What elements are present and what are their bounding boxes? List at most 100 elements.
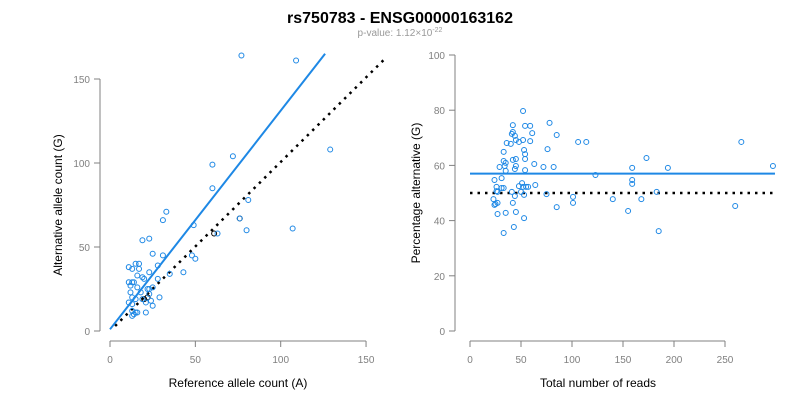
data-point	[130, 311, 137, 318]
data-point	[570, 199, 577, 206]
data-point	[236, 215, 243, 222]
data-point	[653, 188, 660, 195]
chart-subtitle: p-value: 1.12×10-22	[358, 27, 443, 39]
data-point	[129, 294, 136, 301]
data-point	[192, 255, 199, 262]
data-point	[156, 294, 163, 301]
data-point	[529, 130, 536, 137]
data-point	[154, 262, 161, 269]
data-point	[527, 122, 534, 129]
data-point	[531, 161, 538, 168]
y-tick-label: 50	[79, 243, 91, 254]
data-point	[139, 237, 146, 244]
data-point	[132, 309, 139, 316]
y-tick-label: 60	[434, 161, 446, 172]
data-point	[245, 196, 252, 203]
data-point	[521, 146, 528, 153]
data-point	[520, 137, 527, 144]
x-tick-label: 0	[467, 355, 473, 366]
data-point	[521, 191, 528, 198]
data-point	[327, 146, 334, 153]
data-point	[550, 164, 557, 171]
data-point	[503, 140, 510, 147]
data-point	[570, 193, 577, 200]
data-point	[159, 217, 166, 224]
data-point	[214, 230, 221, 237]
data-point	[498, 175, 505, 182]
data-point	[188, 252, 195, 259]
chart-title: rs750783 - ENSG00000163162	[287, 10, 513, 27]
data-point	[629, 164, 636, 171]
data-point	[515, 183, 522, 190]
x-tick-label: 100	[272, 355, 289, 366]
data-point	[540, 164, 547, 171]
data-point	[493, 188, 500, 195]
data-point	[127, 282, 134, 289]
data-point	[494, 199, 501, 206]
data-point	[146, 269, 153, 276]
data-point	[129, 301, 136, 308]
data-point	[522, 156, 529, 163]
data-point	[546, 119, 553, 126]
data-point	[575, 138, 582, 145]
data-point	[163, 208, 170, 215]
x-axis-label: Total number of reads	[540, 376, 656, 390]
data-point	[512, 137, 519, 144]
data-point	[510, 223, 517, 230]
data-point	[491, 177, 498, 184]
data-point	[525, 183, 532, 190]
y-axis-label: Percentage alternative (G)	[409, 123, 423, 264]
data-point	[132, 260, 139, 267]
data-point	[519, 180, 526, 187]
data-point	[509, 156, 516, 163]
x-tick-label: 100	[564, 355, 581, 366]
data-point	[159, 252, 166, 259]
y-tick-label: 20	[434, 272, 446, 283]
data-point	[134, 309, 141, 316]
x-tick-label: 150	[615, 355, 632, 366]
percentage-plot: 0 50 100 150 200 250 0 20 40 60 80 100 Total number …	[409, 51, 776, 390]
data-point	[129, 312, 136, 319]
data-point	[511, 165, 518, 172]
data-point	[500, 148, 507, 155]
data-point	[629, 177, 636, 184]
data-point	[512, 156, 519, 163]
data-point	[125, 264, 132, 271]
data-point	[527, 138, 534, 145]
pvalue-exponent: -22	[432, 27, 442, 34]
data-point	[190, 222, 197, 229]
y-tick-label: 100	[428, 51, 445, 62]
data-point	[494, 210, 501, 217]
data-point	[129, 265, 136, 272]
data-point	[738, 138, 745, 145]
data-point	[509, 122, 516, 129]
data-point	[523, 183, 530, 190]
data-point	[289, 225, 296, 232]
x-tick-label: 250	[717, 355, 734, 366]
x-tick-label: 50	[515, 355, 527, 366]
data-point	[553, 204, 560, 211]
data-point	[629, 180, 636, 187]
data-point	[491, 201, 498, 208]
data-point	[134, 272, 141, 279]
data-point	[500, 185, 507, 192]
data-point	[532, 181, 539, 188]
data-point	[664, 164, 671, 171]
data-point	[655, 228, 662, 235]
data-point	[494, 188, 501, 195]
data-point	[638, 196, 645, 203]
allele-count-plot: 0 50 100 150 0 50 100 150 Reference allele count…	[51, 52, 388, 390]
data-point	[137, 289, 144, 296]
data-point	[147, 297, 154, 304]
data-point	[502, 167, 509, 174]
fit-line	[109, 53, 326, 330]
data-point	[134, 284, 141, 291]
data-point	[501, 162, 508, 169]
y-tick-label: 100	[73, 159, 90, 170]
data-point	[149, 250, 156, 257]
data-point	[146, 235, 153, 242]
data-point	[125, 299, 132, 306]
data-point	[502, 159, 509, 166]
data-point	[553, 132, 560, 139]
data-point	[508, 188, 515, 195]
